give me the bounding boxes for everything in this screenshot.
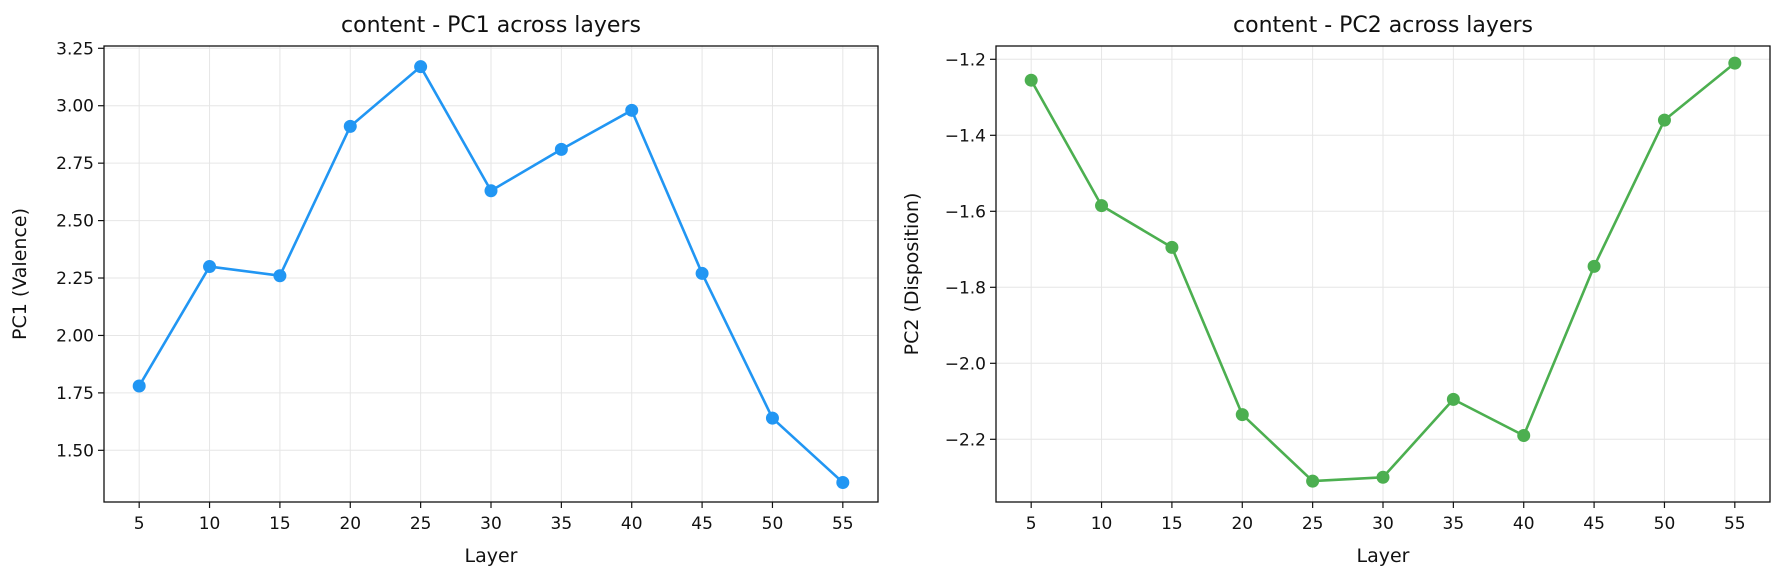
data-point — [1728, 56, 1742, 70]
data-point — [1587, 259, 1601, 273]
data-point — [765, 411, 779, 425]
data-point — [695, 266, 709, 280]
y-axis-label: PC1 (Valence) — [9, 208, 31, 340]
data-point — [1095, 199, 1109, 213]
data-point — [132, 379, 146, 393]
y-tick-label: 3.25 — [56, 39, 94, 59]
data-point — [1446, 392, 1460, 406]
x-tick-label: 40 — [621, 514, 643, 534]
data-point — [1024, 73, 1038, 87]
x-tick-label: 20 — [339, 514, 361, 534]
x-tick-label: 15 — [269, 514, 291, 534]
axes-frame — [103, 45, 879, 503]
y-tick-label: 2.25 — [56, 269, 94, 289]
x-axis-label: Layer — [1357, 545, 1410, 567]
data-point — [1306, 474, 1320, 488]
chart-title: content - PC1 across layers — [341, 13, 641, 38]
x-tick-label: 40 — [1513, 514, 1535, 534]
x-tick-label: 35 — [551, 514, 573, 534]
y-tick-label: −2.0 — [945, 354, 986, 374]
axes-frame — [995, 45, 1771, 503]
data-point — [625, 103, 639, 117]
data-point — [414, 60, 428, 74]
x-tick-label: 35 — [1443, 514, 1465, 534]
data-point — [1235, 408, 1249, 422]
y-tick-label: −1.4 — [945, 126, 986, 146]
y-tick-label: 1.50 — [56, 441, 94, 461]
data-point — [554, 142, 568, 156]
x-tick-label: 5 — [134, 514, 145, 534]
data-point — [1165, 240, 1179, 254]
x-tick-label: 55 — [1724, 514, 1746, 534]
x-tick-label: 45 — [1583, 514, 1605, 534]
y-tick-label: −1.2 — [945, 50, 986, 70]
y-tick-label: 3.00 — [56, 97, 94, 117]
y-axis-label: PC2 (Disposition) — [901, 193, 923, 356]
x-tick-label: 50 — [1654, 514, 1676, 534]
x-axis-label: Layer — [465, 545, 518, 567]
x-tick-label: 15 — [1161, 514, 1183, 534]
x-tick-label: 5 — [1026, 514, 1037, 534]
panel-pc2: 5 10 15 20 25 30 35 40 45 50 55 −2.2 −2.0 −1.8 −1.6 −1.… — [901, 13, 1771, 567]
y-tick-label: 1.75 — [56, 384, 94, 404]
data-point — [343, 119, 357, 133]
data-point — [1517, 429, 1531, 442]
data-point — [1657, 113, 1671, 127]
x-tick-label: 55 — [832, 514, 854, 534]
x-tick-label: 50 — [762, 514, 784, 534]
y-tick-label: 2.75 — [56, 154, 94, 174]
x-tick-label: 30 — [480, 514, 502, 534]
data-point — [273, 269, 287, 283]
chart-title: content - PC2 across layers — [1233, 13, 1533, 38]
data-point — [1376, 470, 1390, 484]
y-tick-label: −1.8 — [945, 278, 986, 298]
data-point — [836, 475, 850, 489]
panel-pc1: 5 10 15 20 25 30 35 40 45 50 55 1.50 1.75 2.00 2.25 2.5… — [9, 13, 879, 567]
x-tick-label: 30 — [1372, 514, 1394, 534]
x-tick-label: 25 — [410, 514, 432, 534]
x-tick-label: 20 — [1231, 514, 1253, 534]
data-point — [484, 184, 498, 198]
x-tick-label: 10 — [1091, 514, 1113, 534]
x-tick-label: 25 — [1302, 514, 1324, 534]
data-point — [203, 260, 217, 274]
y-tick-label: 2.00 — [56, 326, 94, 346]
y-tick-label: −1.6 — [945, 202, 986, 222]
y-tick-label: 2.50 — [56, 212, 94, 232]
x-tick-label: 10 — [199, 514, 221, 534]
x-tick-label: 45 — [691, 514, 713, 534]
y-tick-label: −2.2 — [945, 430, 986, 450]
